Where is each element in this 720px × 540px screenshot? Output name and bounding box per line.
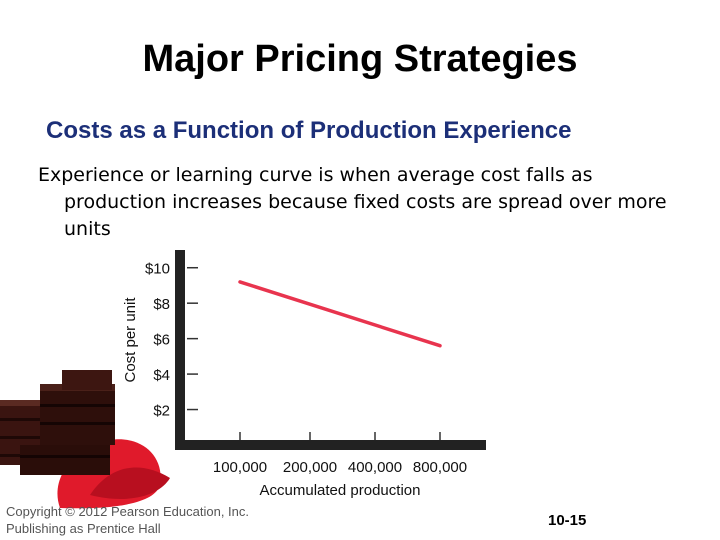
copyright-footer: Copyright © 2012 Pearson Education, Inc.… <box>6 503 249 537</box>
y-tick-label: $4 <box>153 367 170 384</box>
y-tick-label: $8 <box>153 296 170 313</box>
cost-curve-line <box>238 280 442 348</box>
slide-number: 10-15 <box>548 512 587 529</box>
x-tick-label: 400,000 <box>348 459 402 476</box>
y-tick-label: $2 <box>153 403 170 420</box>
slide-subtitle: Costs as a Function of Production Experi… <box>46 117 572 144</box>
y-tick-label: $10 <box>145 261 170 278</box>
slide-title: Major Pricing Strategies <box>142 38 578 80</box>
slide-body-text: Experience or learning curve is when ave… <box>38 164 667 240</box>
chocolate-pieces-illustration <box>0 370 170 509</box>
copyright-line: Copyright © 2012 Pearson Education, Inc. <box>6 504 250 519</box>
x-tick-label: 100,000 <box>213 459 267 476</box>
x-axis-title: Accumulated production <box>260 482 421 499</box>
publisher-line: Publishing as Prentice Hall <box>6 521 161 536</box>
x-tick-label: 200,000 <box>283 459 337 476</box>
y-axis-title: Cost per unit <box>122 297 139 383</box>
x-tick-label: 800,000 <box>413 459 467 476</box>
experience-curve-chart: $2 $4 $6 $8 $10 100,000 200,000 400,000 800,000… <box>0 250 486 509</box>
y-tick-label: $6 <box>153 332 170 349</box>
